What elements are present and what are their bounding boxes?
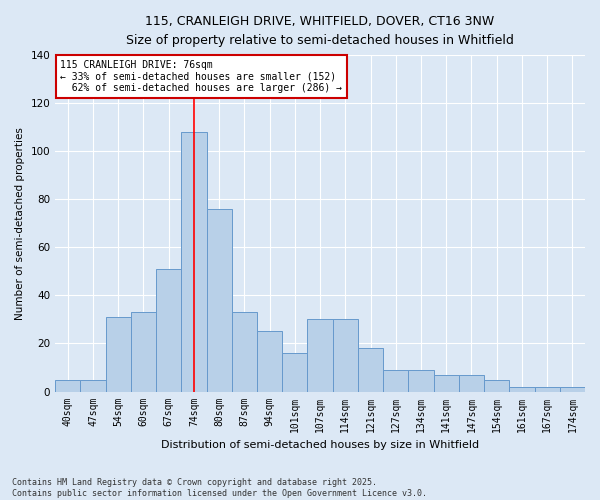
Bar xyxy=(484,380,509,392)
Bar xyxy=(358,348,383,392)
Y-axis label: Number of semi-detached properties: Number of semi-detached properties xyxy=(15,127,25,320)
Bar xyxy=(131,312,156,392)
Text: 115 CRANLEIGH DRIVE: 76sqm
← 33% of semi-detached houses are smaller (152)
  62%: 115 CRANLEIGH DRIVE: 76sqm ← 33% of semi… xyxy=(61,60,343,94)
Bar xyxy=(434,374,459,392)
Bar xyxy=(332,320,358,392)
Bar xyxy=(459,374,484,392)
Bar xyxy=(181,132,206,392)
Bar xyxy=(55,380,80,392)
Bar xyxy=(156,269,181,392)
Bar xyxy=(80,380,106,392)
Bar xyxy=(509,386,535,392)
Bar xyxy=(106,317,131,392)
Text: Contains HM Land Registry data © Crown copyright and database right 2025.
Contai: Contains HM Land Registry data © Crown c… xyxy=(12,478,427,498)
Bar xyxy=(307,320,332,392)
Bar xyxy=(383,370,409,392)
Bar xyxy=(257,332,282,392)
Bar xyxy=(282,353,307,392)
Bar xyxy=(535,386,560,392)
Bar xyxy=(409,370,434,392)
X-axis label: Distribution of semi-detached houses by size in Whitfield: Distribution of semi-detached houses by … xyxy=(161,440,479,450)
Title: 115, CRANLEIGH DRIVE, WHITFIELD, DOVER, CT16 3NW
Size of property relative to se: 115, CRANLEIGH DRIVE, WHITFIELD, DOVER, … xyxy=(126,15,514,47)
Bar xyxy=(560,386,585,392)
Bar xyxy=(232,312,257,392)
Bar xyxy=(206,209,232,392)
